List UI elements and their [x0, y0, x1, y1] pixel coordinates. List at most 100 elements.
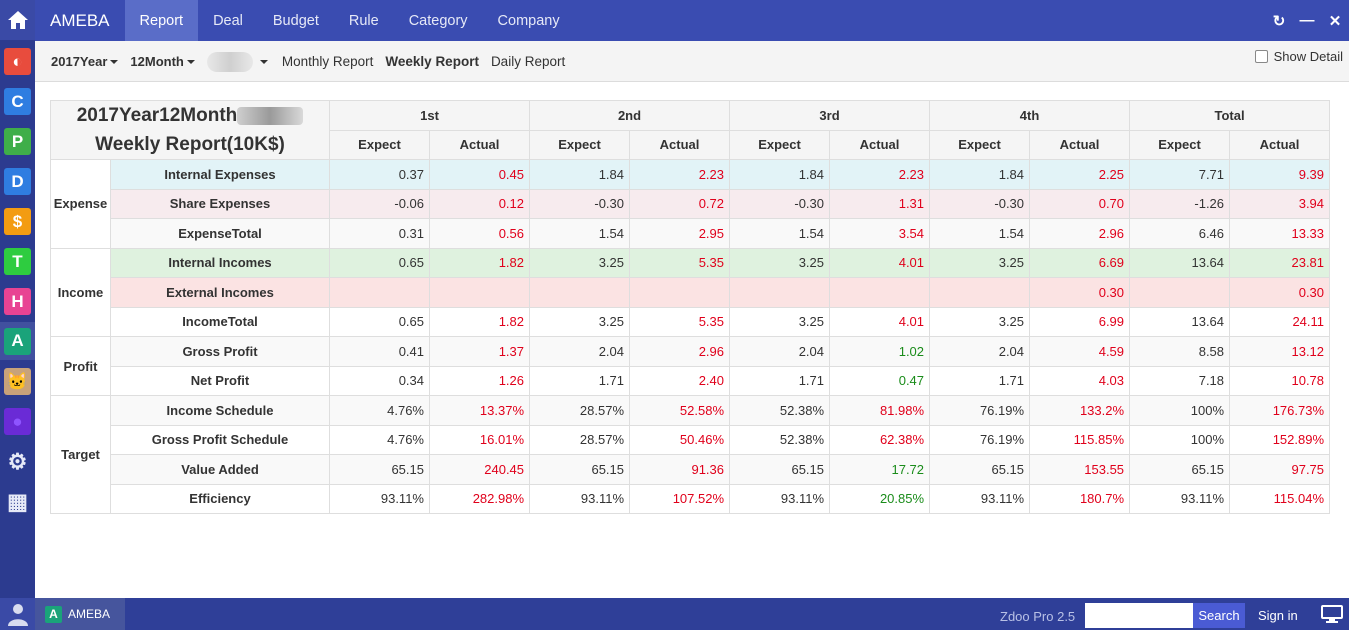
daily-report-link[interactable]: Daily Report — [490, 54, 566, 69]
period-header: 4th — [929, 100, 1131, 131]
actual-value: 20.85% — [829, 483, 931, 514]
user-icon — [7, 604, 28, 626]
actual-value: 2.96 — [1029, 218, 1131, 249]
expect-value: 13.64 — [1129, 306, 1231, 337]
taskbar-ameba-app[interactable]: A AMEBA — [35, 598, 125, 630]
row-label: Gross Profit Schedule — [110, 424, 330, 455]
expect-value: -0.30 — [529, 188, 631, 219]
expect-value: 2.04 — [929, 336, 1031, 367]
actual-value: 2.23 — [829, 159, 931, 190]
period-header: 3rd — [729, 100, 931, 131]
actual-value: 6.69 — [1029, 247, 1131, 278]
nav-category[interactable]: Category — [408, 12, 468, 29]
actual-value: 2.23 — [629, 159, 731, 190]
search-input[interactable] — [1085, 603, 1193, 628]
actual-value: 9.39 — [1229, 159, 1331, 190]
user-button[interactable] — [0, 598, 35, 630]
actual-value: 0.45 — [428, 159, 531, 190]
actual-value: 133.2% — [1029, 395, 1131, 426]
actual-header: Actual — [428, 129, 531, 160]
period-header: 1st — [328, 100, 531, 131]
nav-report[interactable]: Report — [124, 0, 199, 41]
nav-rule[interactable]: Rule — [348, 12, 379, 29]
search-button[interactable]: Search — [1193, 603, 1245, 628]
d-icon: D — [4, 168, 31, 195]
dock-app-t[interactable]: T — [4, 248, 31, 275]
table-row: ExpenseTotal 0.31 0.56 1.54 2.95 1.54 3.54 1.54… — [51, 218, 1331, 249]
app-brand[interactable]: AMEBA — [50, 10, 110, 30]
dock-app-ameba[interactable]: A — [0, 322, 35, 360]
actual-value: 17.72 — [829, 454, 931, 485]
row-label: External Incomes — [110, 277, 330, 308]
dock-app-gear[interactable]: ⚙ — [4, 448, 31, 475]
gear-icon: ⚙ — [4, 448, 31, 475]
show-detail-label: Show Detail — [1273, 49, 1343, 64]
actual-value: 23.81 — [1229, 247, 1331, 278]
actual-value: 5.35 — [629, 247, 731, 278]
actual-value: 6.99 — [1029, 306, 1131, 337]
expect-value: 0.41 — [329, 336, 430, 367]
actual-header: Actual — [1029, 129, 1131, 160]
weekly-report-table: 2017Year12Month Weekly Report(10K$) 1st 2nd… — [50, 100, 1331, 514]
app-dock: ◐ C P D $ T H A 🐱 ● ⚙ ▦ — [0, 0, 35, 630]
expect-value: 3.25 — [729, 247, 831, 278]
nav-deal[interactable]: Deal — [213, 12, 243, 29]
row-label: Share Expenses — [110, 188, 330, 219]
weekly-report-link[interactable]: Weekly Report — [385, 54, 479, 69]
expect-value: 65.15 — [529, 454, 631, 485]
dock-app-half-circle[interactable]: ◐ — [4, 48, 31, 75]
dock-app-cat-avatar[interactable]: 🐱 — [4, 368, 31, 395]
month-dropdown[interactable]: 12Month — [130, 54, 195, 69]
table-row: External Incomes 0.30 0.30 — [51, 277, 1331, 308]
actual-value: 2.95 — [629, 218, 731, 249]
nav-company[interactable]: Company — [497, 12, 560, 29]
c-icon: C — [4, 88, 31, 115]
expect-value: 1.71 — [529, 365, 631, 396]
year-dropdown[interactable]: 2017Year — [51, 54, 119, 69]
expect-value: 76.19% — [929, 424, 1031, 455]
sign-in-link[interactable]: Sign in — [1258, 608, 1298, 623]
expect-value: 28.57% — [529, 395, 631, 426]
actual-value: 1.26 — [428, 365, 531, 396]
actual-value — [428, 277, 531, 308]
nav-budget[interactable]: Budget — [272, 12, 319, 29]
home-button[interactable] — [0, 0, 35, 40]
dock-app-d[interactable]: D — [4, 168, 31, 195]
actual-value: 24.11 — [1229, 306, 1331, 337]
dock-app-h[interactable]: H — [4, 288, 31, 315]
desktop-icon[interactable] — [1321, 605, 1343, 623]
actual-value: 153.55 — [1029, 454, 1131, 485]
dock-app-p[interactable]: P — [4, 128, 31, 155]
dock-app-c[interactable]: C — [4, 88, 31, 115]
monthly-report-link[interactable]: Monthly Report — [281, 54, 374, 69]
show-detail-checkbox[interactable] — [1254, 50, 1268, 63]
table-row: Efficiency 93.11% 282.98% 93.11% 107.52% 93.1… — [51, 483, 1331, 514]
dock-app-grid[interactable]: ▦ — [4, 488, 31, 515]
actual-value: 176.73% — [1229, 395, 1331, 426]
period-header: Total — [1129, 100, 1331, 131]
row-label: Efficiency — [110, 483, 330, 514]
dock-app-dollar[interactable]: $ — [4, 208, 31, 235]
expect-value: 3.25 — [529, 247, 631, 278]
expect-value: 3.25 — [929, 247, 1031, 278]
row-label: Income Schedule — [110, 395, 330, 426]
dock-app-purple-circle[interactable]: ● — [4, 408, 31, 435]
show-detail-toggle[interactable]: Show Detail — [1254, 49, 1343, 64]
close-icon[interactable]: ✕ — [1328, 12, 1342, 30]
expect-value: 65.15 — [1129, 454, 1231, 485]
expect-value: 4.76% — [329, 395, 430, 426]
minimize-icon[interactable]: — — [1299, 12, 1315, 29]
actual-value: 2.25 — [1029, 159, 1131, 190]
group-label: Income — [50, 247, 111, 337]
month-value: 12Month — [130, 54, 184, 69]
expect-value: 3.25 — [929, 306, 1031, 337]
year-value: 2017Year — [51, 54, 108, 69]
refresh-icon[interactable]: ↻ — [1272, 12, 1286, 30]
expect-header: Expect — [329, 129, 430, 160]
actual-value: 1.02 — [829, 336, 931, 367]
row-label: Net Profit — [110, 365, 330, 396]
redacted-dropdown[interactable] — [206, 51, 253, 72]
expect-value: 100% — [1129, 395, 1231, 426]
actual-header: Actual — [829, 129, 931, 160]
actual-value: 3.54 — [829, 218, 931, 249]
